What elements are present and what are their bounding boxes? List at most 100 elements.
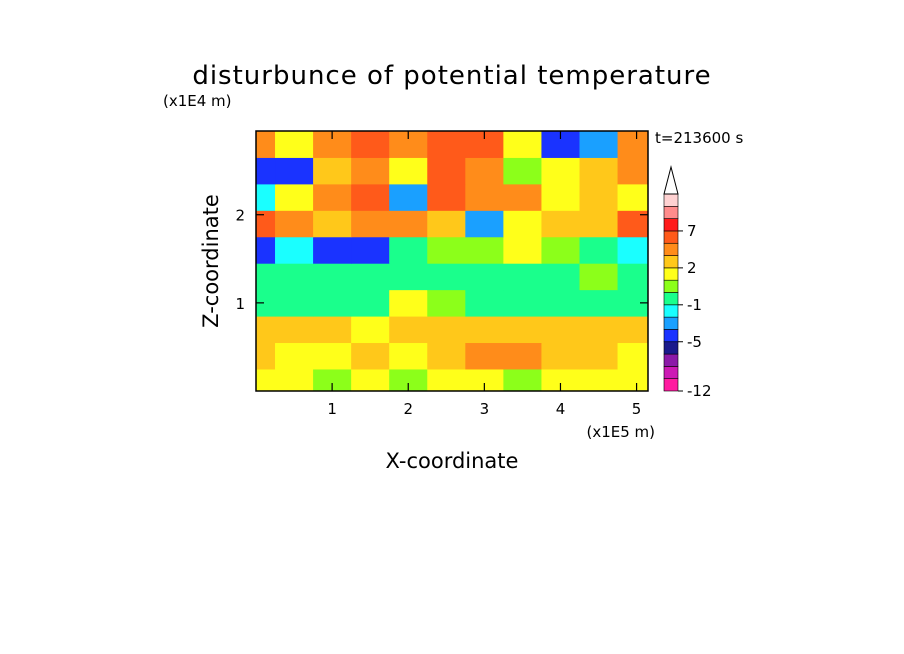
time-label: t=213600 s (655, 129, 743, 147)
x-tick-label: 1 (327, 400, 337, 418)
heatmap-cell (256, 342, 276, 370)
heatmap-cell (275, 157, 314, 185)
heatmap-cell (275, 342, 314, 370)
heatmap-cell (503, 236, 542, 264)
plot-frame (255, 130, 649, 392)
heatmap-cell (351, 263, 390, 291)
heatmap-cell (275, 316, 314, 344)
colorbar-swatch (663, 329, 679, 343)
heatmap-cell (313, 183, 352, 211)
heatmap-cell (427, 316, 466, 344)
heatmap-cell (256, 183, 276, 211)
colorbar-swatch (663, 255, 679, 269)
colorbar-extend-arrow (663, 165, 679, 195)
heatmap-cell (256, 157, 276, 185)
heatmap-cell (275, 289, 314, 317)
heatmap-cell (427, 183, 466, 211)
heatmap-cell (389, 157, 428, 185)
heatmap-cell (503, 289, 542, 317)
x-axis: 1 2 3 4 5 (327, 131, 641, 418)
heatmap-cell (275, 263, 314, 291)
heatmap-cell (427, 368, 466, 391)
colorbar-swatch (663, 279, 679, 293)
heatmap-cell (465, 263, 504, 291)
heatmap-cell (351, 183, 390, 211)
heatmap-cell (503, 368, 542, 391)
heatmap-cell (351, 157, 390, 185)
heatmap-cell (351, 131, 390, 158)
heatmap-cell (617, 131, 648, 158)
heatmap-cell (275, 368, 314, 391)
heatmap-cell (617, 342, 648, 370)
heatmap-cell (465, 316, 504, 344)
heatmap-cell (389, 183, 428, 211)
heatmap-cell (313, 236, 352, 264)
heatmap-cell (275, 183, 314, 211)
colorbar-swatch (663, 193, 679, 207)
x-axis-label: X-coordinate (386, 449, 519, 473)
colorbar-swatch (663, 242, 679, 256)
heatmap-cell (275, 236, 314, 264)
heatmap-cell (389, 210, 428, 238)
colorbar-tick-label: 2 (687, 259, 697, 277)
colorbar-swatch (663, 378, 679, 392)
heatmap-cell (541, 236, 580, 264)
heatmap-cell (617, 183, 648, 211)
heatmap-cell (351, 210, 390, 238)
heatmap-cell (313, 368, 352, 391)
heatmap-cell (503, 263, 542, 291)
heatmap-cell (465, 368, 504, 391)
heatmap-cell (389, 236, 428, 264)
heatmap-cell (541, 368, 580, 391)
colorbar-swatch (663, 366, 679, 379)
heatmap-cell (351, 236, 390, 264)
y-axis-label: Z-coordinate (199, 194, 223, 328)
colorbar-swatch (663, 316, 679, 330)
heatmap-cell (541, 263, 580, 291)
x-unit-label: (x1E5 m) (586, 423, 655, 441)
heatmap-cell (465, 157, 504, 185)
y-tick-label: 2 (235, 207, 245, 225)
heatmap-cell (465, 183, 504, 211)
heatmap-cell (351, 342, 390, 370)
heatmap-cell (313, 316, 352, 344)
colorbar-tick-label: 7 (687, 222, 697, 240)
heatmap-cell (617, 236, 648, 264)
y-tick-label: 1 (235, 295, 245, 313)
colorbar-swatch (663, 206, 679, 219)
heatmap-cell (541, 316, 580, 344)
heatmap-cell (465, 342, 504, 370)
y-unit-label: (x1E4 m) (163, 92, 232, 110)
heatmap-cell (579, 210, 619, 238)
heatmap-cell (389, 263, 428, 291)
heatmap-cell (465, 210, 504, 238)
x-tick-label: 4 (556, 400, 566, 418)
heatmap-cell (427, 289, 466, 317)
colorbar: -12-5-127 (663, 165, 712, 400)
heatmap-cell (503, 157, 542, 185)
heatmap-cell (427, 342, 466, 370)
heatmap-cell (427, 236, 466, 264)
chart-title: disturbunce of potential temperature (192, 61, 711, 91)
heatmap-cell (617, 263, 648, 291)
heatmap-cell (503, 183, 542, 211)
heatmap-cell (313, 210, 352, 238)
colorbar-swatch (663, 292, 679, 306)
colorbar-tick-label: -12 (687, 382, 712, 400)
heatmap-cell (617, 368, 648, 391)
colorbar-swatch (663, 304, 679, 318)
colorbar-swatch (663, 353, 679, 367)
heatmap-cell (541, 157, 580, 185)
heatmap-cell (313, 263, 352, 291)
heatmap-cell (256, 263, 276, 291)
heatmap-cell (579, 131, 619, 158)
heatmap-cell (579, 368, 619, 391)
heatmap-cell (389, 289, 428, 317)
heatmap-cell (579, 183, 619, 211)
heatmap-cell (541, 183, 580, 211)
heatmap-cell (256, 236, 276, 264)
heatmap-cell (503, 342, 542, 370)
heatmap-cell (579, 316, 619, 344)
